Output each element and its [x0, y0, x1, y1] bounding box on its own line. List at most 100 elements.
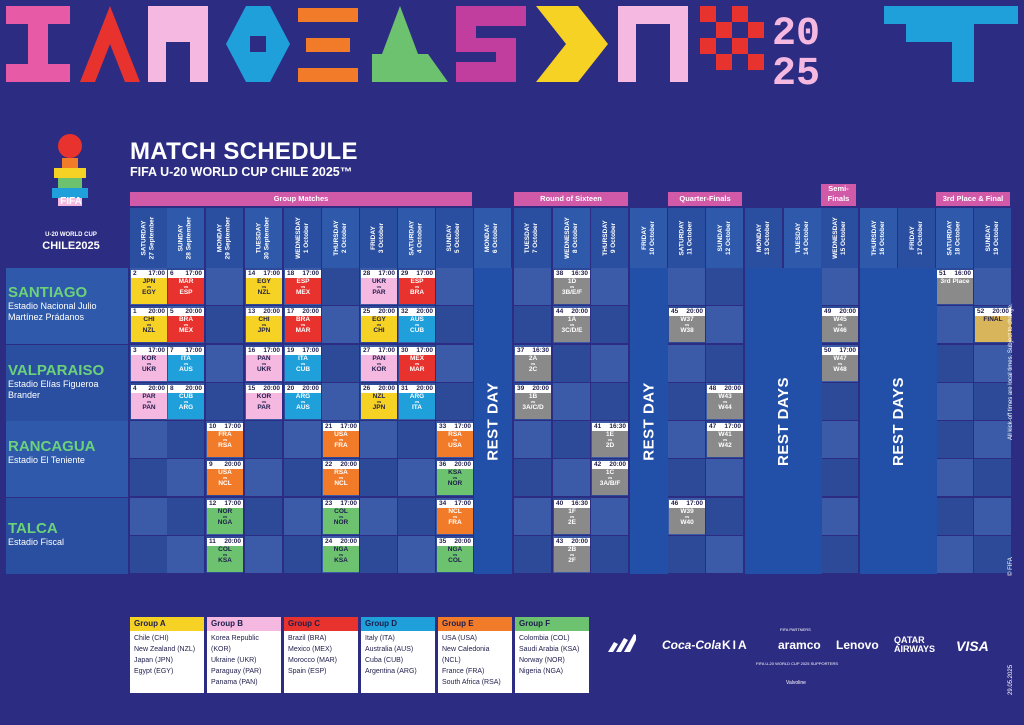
match-card[interactable]: 46 17:00 W39 vs W40 — [669, 500, 705, 534]
team-b: PAN — [142, 404, 156, 411]
match-card[interactable]: 40 16:30 1F vs 2E — [554, 500, 590, 534]
match-card[interactable]: 8 20:00 CUB vs ARG — [168, 385, 204, 419]
match-card[interactable]: 41 16:30 1E vs 2D — [592, 423, 628, 457]
match-time: 20:00 — [263, 308, 280, 315]
team-b: CHI — [373, 327, 385, 334]
match-card[interactable]: 51 16:00 3rd Place — [937, 270, 973, 304]
schedule-cell — [821, 383, 858, 420]
match-card[interactable]: 1 20:00 CHI vs NZL — [131, 308, 167, 342]
team-b: W46 — [833, 327, 847, 334]
match-card[interactable]: 42 20:00 1C vs 3A/B/F — [592, 461, 628, 495]
vs-label: vs — [684, 322, 690, 327]
match-card[interactable]: 6 17:00 MAR vs ESP — [168, 270, 204, 304]
match-card[interactable]: 16 17:00 PAN vs UKR — [246, 347, 282, 381]
match-card[interactable]: 35 20:00 NGA vs COL — [437, 538, 473, 572]
match-card[interactable]: 50 17:00 W47 vs W48 — [822, 347, 858, 381]
match-card[interactable]: 32 20:00 AUS vs CUB — [399, 308, 435, 342]
rest-day-label: REST DAY — [640, 381, 658, 461]
schedule-cell — [167, 421, 204, 458]
match-card[interactable]: 36 20:00 KSA vs NOR — [437, 461, 473, 495]
match-card[interactable]: 49 20:00 W45 vs W46 — [822, 308, 858, 342]
match-card[interactable]: 7 17:00 ITA vs AUS — [168, 347, 204, 381]
vs-label: vs — [452, 514, 458, 519]
match-card[interactable]: 39 20:00 1B vs 3A/C/D — [515, 385, 551, 419]
match-card[interactable]: 28 17:00 UKR vs PAR — [361, 270, 397, 304]
match-card[interactable]: 20 20:00 ARG vs AUS — [285, 385, 321, 419]
match-card[interactable]: 3 17:00 KOR vs UKR — [131, 347, 167, 381]
match-card[interactable]: 9 20:00 USA vs NCL — [207, 461, 243, 495]
group-team: Brazil (BRA) — [288, 635, 327, 642]
match-card[interactable]: 34 17:00 NCL vs FRA — [437, 500, 473, 534]
match-number: 6 — [170, 270, 174, 277]
schedule-cell — [360, 498, 397, 535]
team-b: FRA — [448, 519, 462, 526]
group-team: Nigeria (NGA) — [519, 668, 563, 675]
match-card[interactable]: 52 20:00 FINAL — [975, 308, 1011, 342]
team-a: BRA — [178, 316, 194, 323]
match-card[interactable]: 17 20:00 BRA vs MAR — [285, 308, 321, 342]
match-time: 17:00 — [340, 423, 357, 430]
team-a: PAR — [142, 393, 156, 400]
match-card[interactable]: 30 17:00 MEX vs MAR — [399, 347, 435, 381]
match-card[interactable]: 21 17:00 USA vs FRA — [323, 423, 359, 457]
match-card[interactable]: 23 17:00 COL vs NOR — [323, 500, 359, 534]
schedule-cell — [245, 498, 282, 535]
match-card[interactable]: 10 17:00 FRA vs RSA — [207, 423, 243, 457]
match-card[interactable]: 33 17:00 RSA vs USA — [437, 423, 473, 457]
match-card[interactable]: 12 17:00 NOR vs NGA — [207, 500, 243, 534]
team-b: 2E — [568, 519, 576, 526]
match-number: 33 — [439, 423, 447, 430]
team-a: UKR — [371, 278, 387, 285]
match-card[interactable]: 38 16:30 1D vs 3B/E/F — [554, 270, 590, 304]
match-card[interactable]: 44 20:00 1A vs 3C/D/E — [554, 308, 590, 342]
match-number: 48 — [709, 385, 717, 392]
match-time: 20:00 — [454, 538, 471, 545]
match-card[interactable]: 4 20:00 PAR vs PAN — [131, 385, 167, 419]
match-time: 20:00 — [302, 385, 319, 392]
team-a: RSA — [448, 431, 462, 438]
match-card[interactable]: 45 20:00 W37 vs W38 — [669, 308, 705, 342]
match-time: 20:00 — [340, 461, 357, 468]
sponsor-qatar: QATAR AIRWAYS — [894, 635, 936, 654]
match-number: 21 — [325, 423, 333, 430]
day-label: THURSDAY 16 October — [870, 220, 886, 256]
match-card[interactable]: 31 20:00 ARG vs ITA — [399, 385, 435, 419]
match-card[interactable]: 14 17:00 EGY vs NZL — [246, 270, 282, 304]
match-time: 20:00 — [992, 308, 1009, 315]
schedule-cell — [322, 268, 359, 305]
match-card[interactable]: 27 17:00 PAN vs KOR — [361, 347, 397, 381]
match-card[interactable]: 13 20:00 CHI vs JPN — [246, 308, 282, 342]
match-card[interactable]: 5 20:00 BRA vs MEX — [168, 308, 204, 342]
day-label: SUNDAY 12 October — [716, 221, 732, 255]
team-a: ITA — [181, 355, 191, 362]
schedule-cell — [974, 459, 1011, 496]
match-card[interactable]: 43 20:00 2B vs 2F — [554, 538, 590, 572]
match-card[interactable]: 47 17:00 W41 vs W42 — [707, 423, 743, 457]
match-card[interactable]: 24 20:00 NGA vs KSA — [323, 538, 359, 572]
vs-label: vs — [837, 361, 843, 366]
match-card[interactable]: 11 20:00 COL vs KSA — [207, 538, 243, 572]
match-card[interactable]: 2 17:00 JPN vs EGY — [131, 270, 167, 304]
team-b: KSA — [334, 557, 348, 564]
match-card[interactable]: 15 20:00 KOR vs PAR — [246, 385, 282, 419]
team-b: JPN — [257, 327, 271, 334]
vs-label: vs — [837, 322, 843, 327]
day-label: SATURDAY 4 October — [408, 220, 424, 256]
team-b: FRA — [334, 442, 348, 449]
schedule-cell — [322, 383, 359, 420]
vs-label: vs — [183, 322, 189, 327]
match-card[interactable]: 26 20:00 NZL vs JPN — [361, 385, 397, 419]
match-number: 29 — [401, 270, 409, 277]
schedule-cell — [974, 345, 1011, 382]
sponsor-cocacola: Coca-Cola — [662, 638, 722, 652]
match-card[interactable]: 19 17:00 ITA vs CUB — [285, 347, 321, 381]
match-card[interactable]: 37 16:30 2A vs 2C — [515, 347, 551, 381]
match-card[interactable]: 22 20:00 RSA vs NCL — [323, 461, 359, 495]
match-time: 17:00 — [454, 500, 471, 507]
match-card[interactable]: 25 20:00 EGY vs CHI — [361, 308, 397, 342]
match-card[interactable]: 18 17:00 ESP vs MEX — [285, 270, 321, 304]
team-a: 1A — [567, 316, 577, 323]
team-b: ARG — [178, 404, 194, 411]
match-card[interactable]: 29 17:00 ESP vs BRA — [399, 270, 435, 304]
match-card[interactable]: 48 20:00 W43 vs W44 — [707, 385, 743, 419]
